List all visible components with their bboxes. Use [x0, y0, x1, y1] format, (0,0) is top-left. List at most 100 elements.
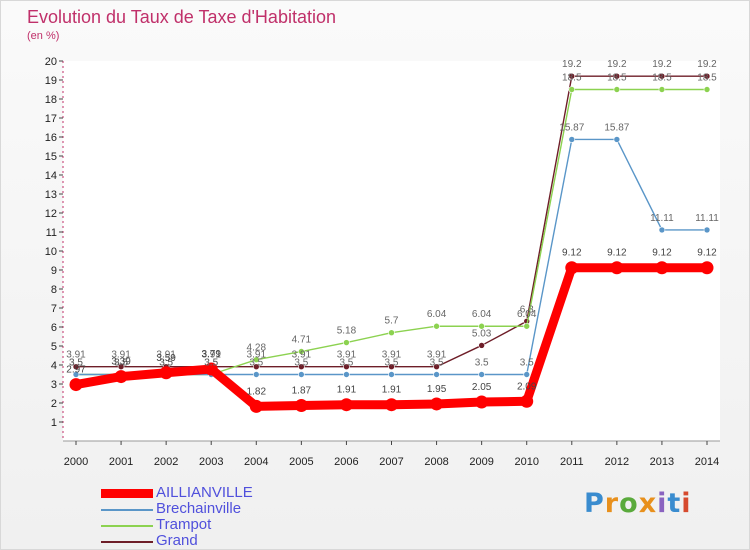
data-point — [478, 342, 485, 349]
data-label: 3.79 — [201, 349, 221, 360]
data-label: 9.12 — [697, 248, 717, 259]
data-label: 19.2 — [607, 59, 627, 70]
legend-label: Brechainville — [156, 500, 242, 517]
data-label: 11.11 — [695, 213, 719, 224]
logo-letter: i — [657, 488, 668, 519]
data-label: 1.95 — [427, 384, 447, 395]
data-label: 3.5 — [430, 358, 444, 369]
data-label: 19.2 — [652, 59, 672, 70]
data-label: 15.87 — [559, 122, 584, 133]
data-point — [703, 226, 711, 234]
data-point — [703, 86, 711, 93]
data-label: 2.97 — [66, 365, 86, 376]
chart-series — [69, 72, 714, 413]
data-label: 18.5 — [697, 73, 717, 84]
data-label: 3.5 — [69, 358, 83, 369]
data-point — [568, 136, 576, 143]
data-point — [114, 370, 128, 384]
data-point — [565, 261, 579, 275]
x-tick-label: 2014 — [695, 456, 719, 468]
data-point — [252, 356, 260, 363]
data-point — [72, 363, 80, 371]
data-label: 11.11 — [650, 213, 674, 224]
data-point — [388, 371, 395, 378]
x-tick-label: 2012 — [605, 456, 629, 468]
y-tick-label: 9 — [51, 265, 57, 277]
y-tick-label: 17 — [45, 113, 57, 125]
legend-label: Trampot — [156, 516, 212, 533]
data-label: 3.5 — [69, 358, 83, 369]
data-point — [433, 363, 440, 371]
chart-data-labels: 3.91 3.91 3.91 3.91 3.91 3.91 3.91 3.91 3.91 5.03… — [66, 59, 719, 397]
data-point — [339, 398, 353, 412]
data-point — [433, 371, 440, 378]
data-point — [658, 72, 666, 80]
chart-subtitle: (en %) — [27, 30, 60, 42]
data-point — [523, 371, 531, 378]
data-label: 3.91 — [337, 350, 357, 361]
data-point — [658, 86, 666, 93]
data-label: 3.5 — [249, 358, 263, 369]
data-point — [204, 362, 218, 376]
data-point — [613, 136, 621, 143]
data-label: 1.91 — [337, 385, 357, 396]
data-label: 5.7 — [385, 316, 399, 327]
data-label: 19.2 — [562, 59, 582, 70]
y-tick-label: 13 — [45, 189, 57, 201]
data-point — [433, 322, 440, 330]
logo-letter: t — [667, 488, 682, 519]
data-label: 6.04 — [472, 309, 492, 320]
data-point — [568, 72, 576, 80]
series-grand — [72, 72, 711, 371]
data-label: 3.91 — [382, 350, 402, 361]
data-label: 3.5 — [520, 358, 534, 369]
y-tick-label: 6 — [51, 322, 57, 334]
legend-label: AILLIANVILLE — [156, 484, 253, 501]
logo-letter: P — [584, 488, 605, 519]
data-label: 3.91 — [292, 350, 312, 361]
data-point — [159, 366, 173, 380]
x-tick-label: 2005 — [289, 456, 313, 468]
data-point — [568, 86, 576, 93]
data-label: 3.91 — [111, 350, 131, 361]
data-point — [655, 261, 669, 275]
data-label: 3.5 — [204, 358, 218, 369]
data-label: 3.91 — [427, 350, 447, 361]
data-point — [703, 72, 711, 80]
data-label: 18.5 — [562, 73, 582, 84]
data-point — [72, 371, 80, 378]
data-label: 9.12 — [607, 248, 627, 259]
data-point — [475, 395, 489, 409]
y-tick-label: 1 — [51, 417, 57, 429]
data-label: 3.91 — [201, 350, 221, 361]
data-label: 18.5 — [607, 73, 627, 84]
data-label: 2.09 — [517, 381, 537, 392]
data-label: 4.28 — [247, 343, 267, 354]
data-label: 9.12 — [562, 248, 582, 259]
x-tick-label: 2010 — [514, 456, 538, 468]
data-point — [610, 261, 624, 275]
y-tick-label: 16 — [45, 132, 57, 144]
data-label: 3.91 — [66, 350, 86, 361]
legend-swatch — [101, 509, 153, 511]
legend-label: Grand — [156, 532, 198, 549]
data-point — [252, 371, 260, 378]
legend-swatch — [101, 525, 153, 527]
data-point — [523, 322, 531, 330]
data-label: 1.91 — [382, 385, 402, 396]
data-label: 6.3 — [520, 304, 534, 315]
y-tick-label: 7 — [51, 303, 57, 315]
data-point — [520, 394, 534, 408]
data-point — [117, 363, 125, 371]
data-point — [298, 348, 305, 355]
data-label: 3.5 — [385, 358, 399, 369]
y-tick-label: 5 — [51, 341, 57, 353]
data-label: 3.5 — [475, 358, 489, 369]
series-aillianville — [69, 261, 714, 413]
data-point — [658, 226, 666, 234]
data-label: 1.87 — [292, 385, 312, 396]
data-point — [613, 86, 621, 93]
data-label: 6.04 — [427, 309, 447, 320]
logo-letter: r — [604, 488, 620, 519]
y-tick-label: 3 — [51, 379, 57, 391]
